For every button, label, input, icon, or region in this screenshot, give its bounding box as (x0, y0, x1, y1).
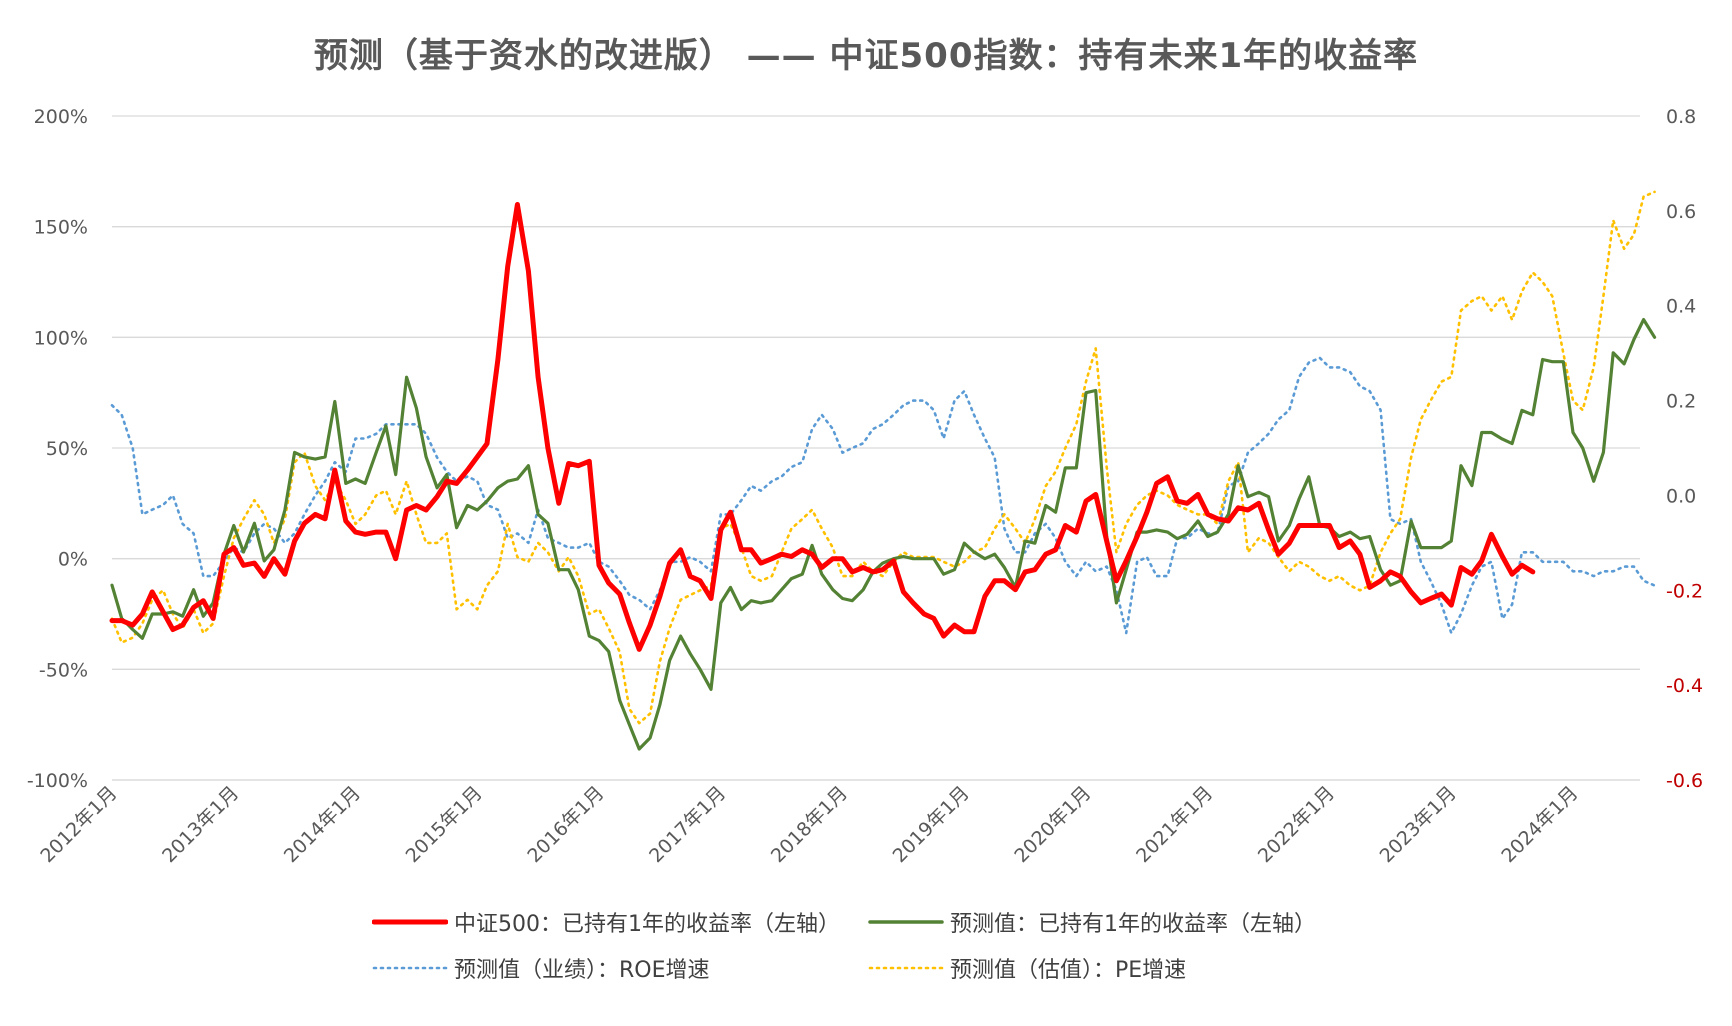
legend-label: 中证500：已持有1年的收益率（左轴） (454, 912, 840, 937)
right-tick-label: 0.2 (1666, 391, 1696, 413)
right-tick-label: 0.0 (1666, 485, 1696, 507)
legend-item: 预测值（业绩）：ROE增速 (372, 953, 710, 983)
x-tick-label: 2014年1月 (280, 782, 365, 867)
left-tick-label: 150% (34, 217, 88, 239)
x-tick-label: 2013年1月 (158, 782, 243, 867)
left-tick-label: 200% (34, 106, 88, 128)
right-tick-label: 0.8 (1666, 106, 1696, 128)
right-axis-ticks: -0.6 -0.4 -0.2 0.0 0.2 0.4 0.6 0.8 (1666, 106, 1703, 792)
x-tick-label: 2019年1月 (889, 782, 974, 867)
x-tick-label: 2021年1月 (1132, 782, 1217, 867)
legend: 中证500：已持有1年的收益率（左轴） 预测值：已持有1年的收益率（左轴） 预测值（… (372, 907, 1372, 1007)
right-tick-label: -0.2 (1666, 580, 1703, 602)
left-tick-label: -50% (39, 659, 88, 681)
legend-label: 预测值：已持有1年的收益率（左轴） (950, 912, 1316, 937)
legend-swatch (372, 966, 448, 970)
x-tick-label: 2015年1月 (402, 782, 487, 867)
chart-title: 预测（基于资水的改进版） —— 中证500指数：持有未来1年的收益率 (313, 36, 1419, 76)
legend-swatch (868, 966, 944, 970)
x-tick-label: 2023年1月 (1376, 782, 1461, 867)
legend-swatch (868, 920, 944, 924)
left-tick-label: 50% (46, 438, 88, 460)
series-line-1 (110, 318, 1657, 751)
x-tick-label: 2012年1月 (36, 782, 121, 867)
right-tick-label: 0.4 (1666, 296, 1696, 318)
x-tick-label: 2024年1月 (1497, 782, 1582, 867)
right-tick-label: -0.6 (1666, 770, 1703, 792)
left-tick-label: 100% (34, 327, 88, 349)
legend-item: 预测值：已持有1年的收益率（左轴） (868, 907, 1316, 937)
legend-item: 预测值（估值）：PE增速 (868, 953, 1186, 983)
legend-label: 预测值（业绩）：ROE增速 (454, 958, 710, 983)
legend-swatch (372, 919, 448, 925)
legend-item: 中证500：已持有1年的收益率（左轴） (372, 907, 840, 937)
x-tick-label: 2018年1月 (767, 782, 852, 867)
right-tick-label: 0.6 (1666, 201, 1696, 223)
x-tick-label: 2016年1月 (523, 782, 608, 867)
series-line-3 (110, 190, 1656, 725)
x-tick-label: 2020年1月 (1010, 782, 1095, 867)
left-tick-label: 0% (58, 549, 88, 571)
legend-label: 预测值（估值）：PE增速 (950, 958, 1187, 983)
series-line-2 (110, 356, 1656, 635)
left-tick-label: -100% (27, 770, 88, 792)
gridlines (112, 115, 1640, 781)
x-tick-label: 2017年1月 (645, 782, 730, 867)
series-lines (109, 190, 1657, 751)
x-axis-ticks: 2012年1月 2013年1月 2014年1月 2015年1月 2016年1月 2017年… (36, 782, 1582, 867)
left-axis-ticks: -100% -50% 0% 50% 100% 150% 200% (27, 106, 88, 792)
right-tick-label: -0.4 (1666, 675, 1703, 697)
x-tick-label: 2022年1月 (1254, 782, 1339, 867)
series-line-0 (109, 202, 1536, 652)
